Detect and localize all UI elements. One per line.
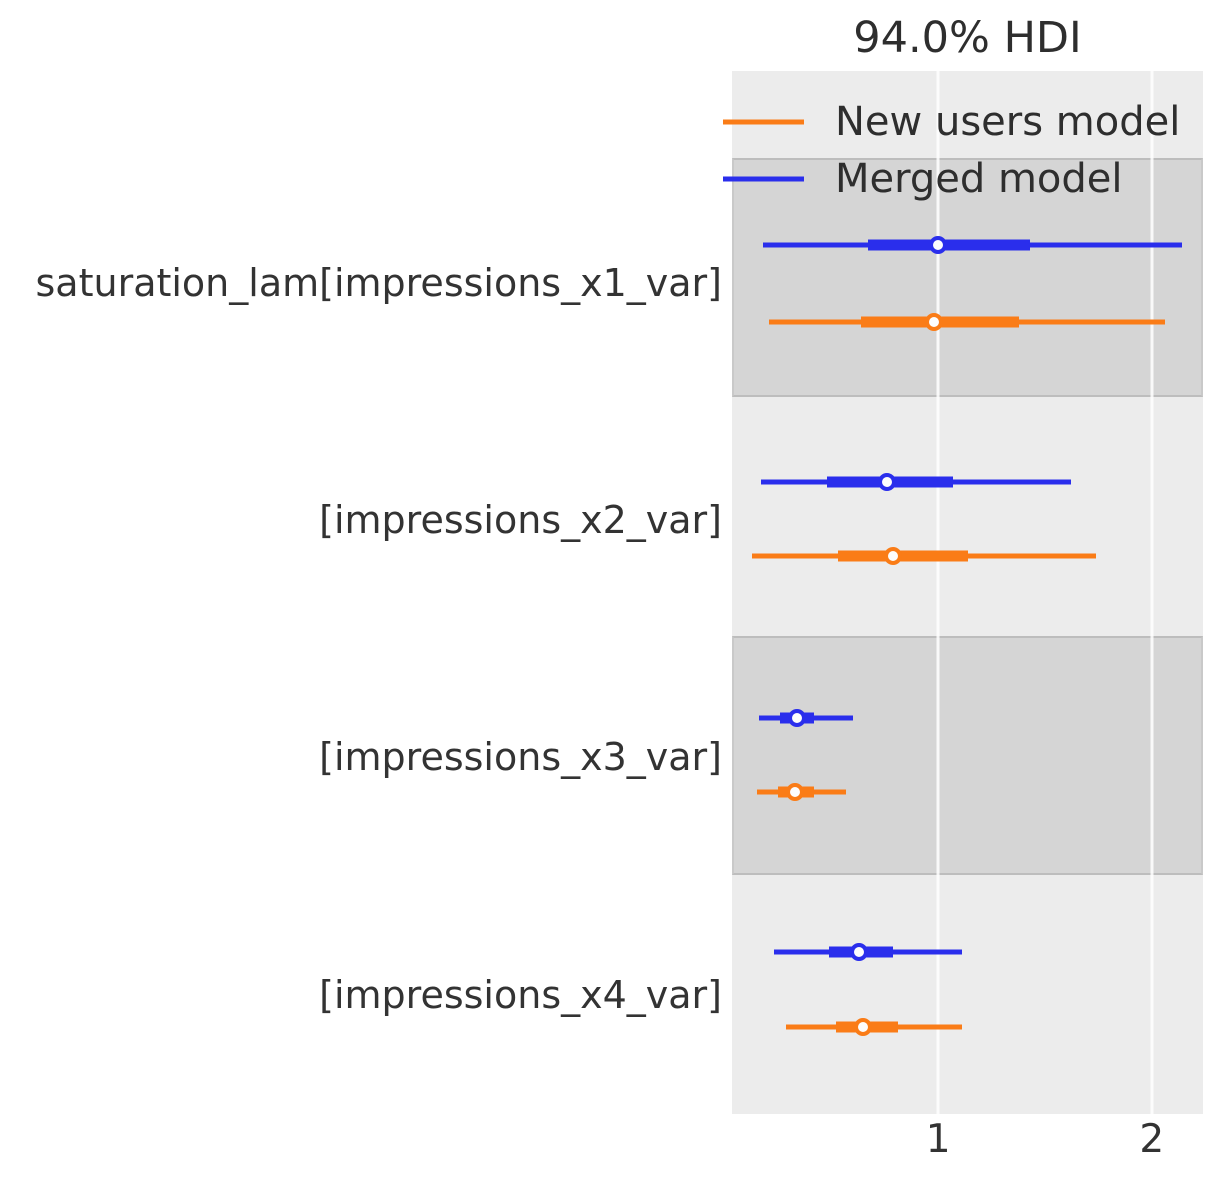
legend-merged-label: Merged model [835, 156, 1123, 202]
plot-title: 94.0% HDI [853, 13, 1082, 63]
legend-new-users-line [723, 119, 804, 125]
legend-new-users-label: New users model [835, 99, 1181, 145]
param-label: [impressions_x2_var] [319, 498, 722, 542]
median-point-marker [854, 1018, 873, 1036]
x-tick-label: 1 [925, 1117, 951, 1162]
gridline [1150, 71, 1154, 1114]
median-point-marker [850, 943, 869, 961]
median-point-marker [884, 547, 903, 565]
gridline [936, 71, 940, 1114]
legend-merged-line [723, 176, 804, 182]
row-shading-band [732, 158, 1203, 397]
median-point-marker [788, 709, 807, 727]
param-label: saturation_lam[impressions_x1_var] [35, 261, 723, 305]
row-shading-band [732, 636, 1203, 875]
plot-area: New users model Merged model [723, 71, 1203, 1114]
median-point-marker [924, 313, 943, 331]
quartile-interval-line [837, 550, 969, 562]
x-tick-label: 2 [1139, 1117, 1165, 1162]
quartile-interval-line [867, 239, 1030, 251]
param-label: [impressions_x3_var] [319, 735, 722, 779]
param-label: [impressions_x4_var] [319, 973, 722, 1017]
median-point-marker [877, 473, 896, 491]
median-point-marker [929, 236, 948, 254]
median-point-marker [786, 783, 804, 801]
